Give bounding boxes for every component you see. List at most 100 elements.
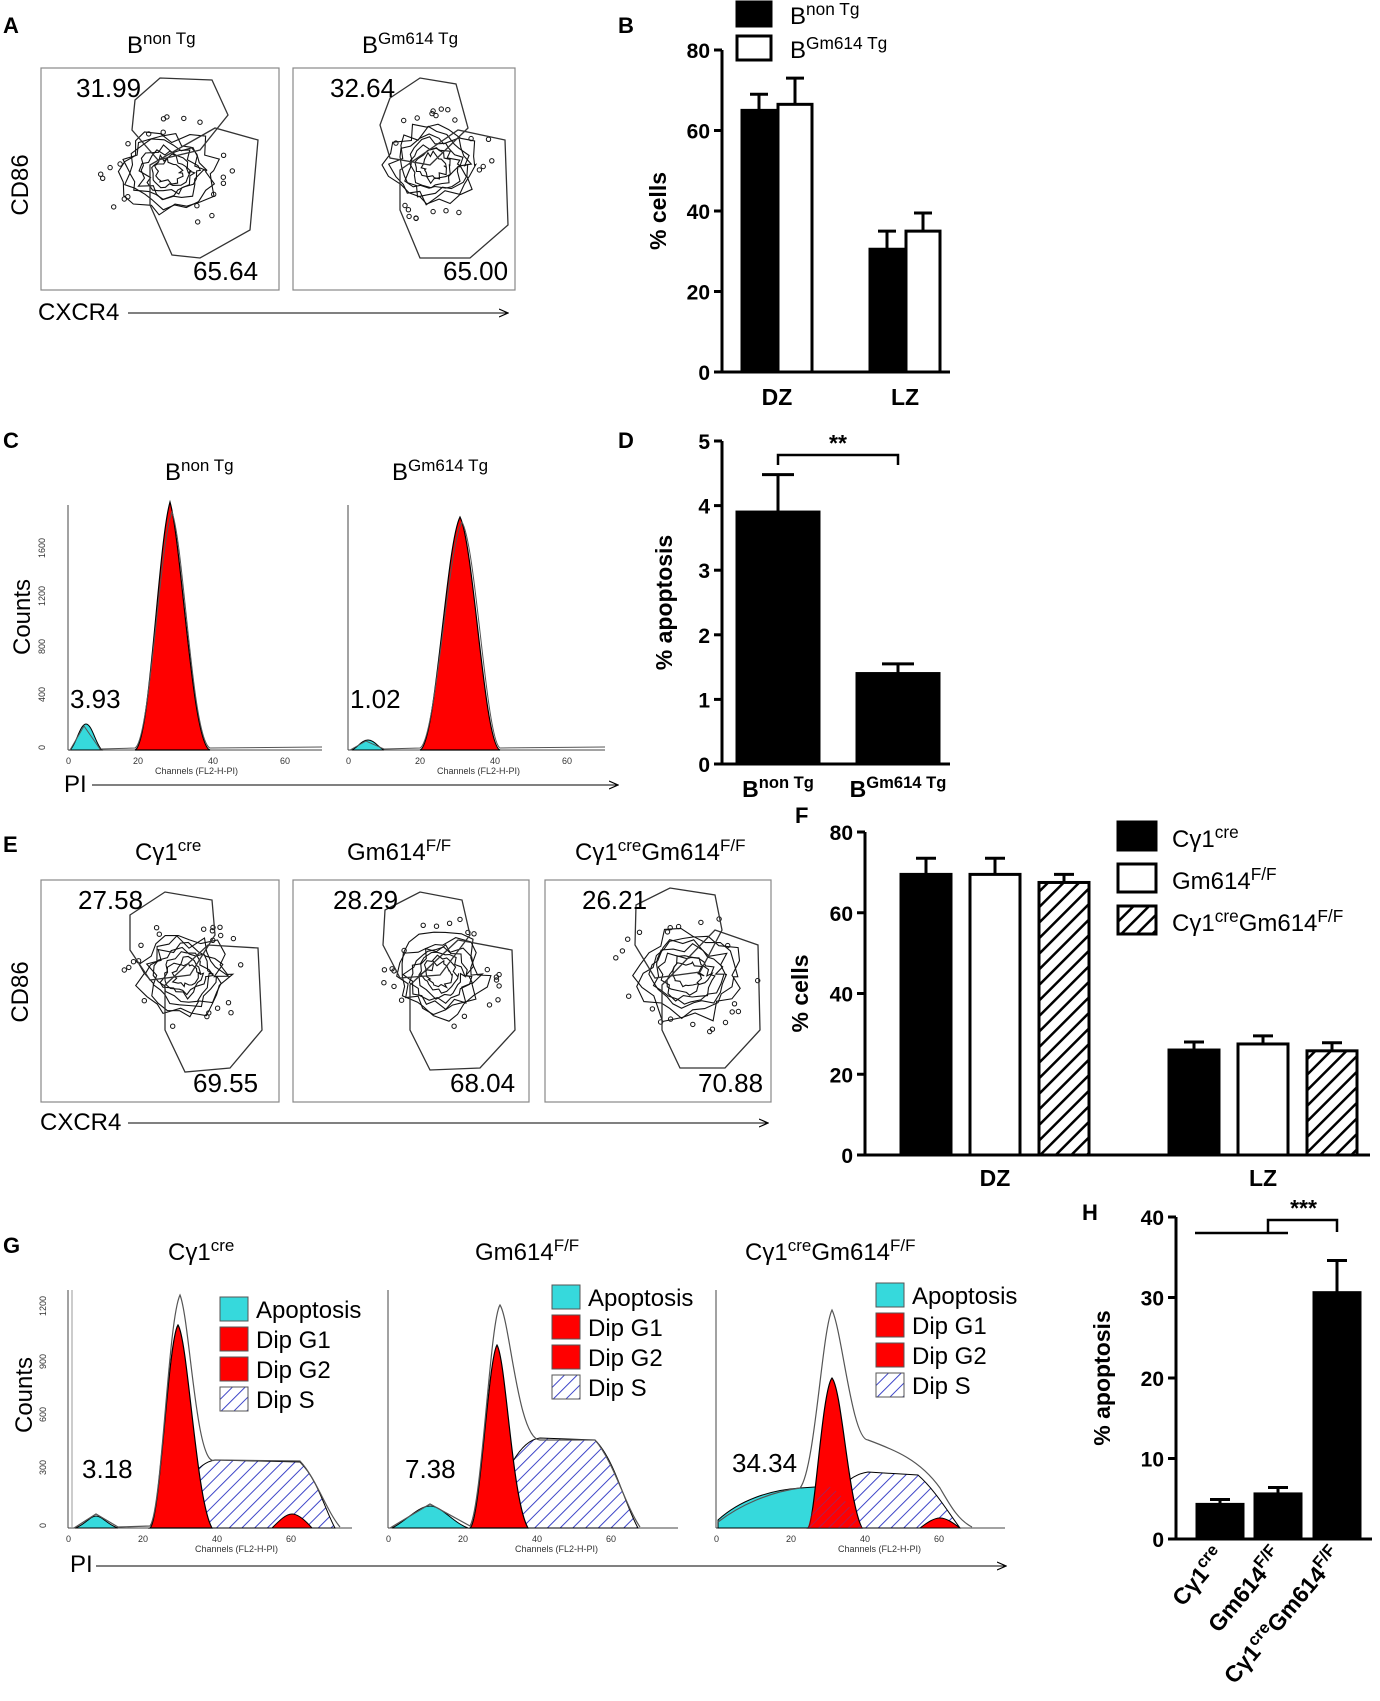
contour-line	[134, 934, 235, 1017]
y-axis-label: % apoptosis	[651, 535, 677, 670]
channels-label-c1: Channels (FL2-H-PI)	[155, 766, 238, 776]
raw-trace-g3	[717, 1308, 973, 1528]
gate-lz-a2	[379, 77, 469, 166]
panel-g: Cγ1cre Gm614F/F Cγ1creGm614F/F 0 20 40 6…	[11, 1236, 1017, 1578]
gate-lz-e3	[634, 887, 723, 979]
outlier-dot	[443, 208, 449, 214]
outlier-dot	[138, 942, 144, 948]
bar	[1253, 1492, 1303, 1541]
outlier-dot	[649, 1006, 656, 1012]
outlier-dot	[107, 164, 113, 171]
contour-e1	[121, 924, 244, 1029]
outlier-dot	[121, 967, 128, 973]
outlier-dot	[391, 983, 397, 990]
group-title-g2: Gm614F/F	[475, 1236, 579, 1266]
bar	[776, 102, 814, 374]
outlier-dot	[206, 1010, 212, 1016]
y-tick-label: 30	[1141, 1288, 1164, 1311]
g1-peak-c2	[419, 515, 501, 751]
raw-trace-g2	[389, 1303, 641, 1529]
bar	[740, 108, 778, 374]
contour-line	[129, 138, 207, 201]
x-label-g: PI	[70, 1551, 93, 1578]
g1-peak-c1	[134, 499, 211, 751]
y-tick-label: 40	[1141, 1207, 1164, 1230]
contour-line	[632, 927, 741, 1023]
outlier-dot	[153, 925, 160, 931]
y-tick-label: 80	[687, 40, 710, 63]
legend-swatch-dip-g2	[875, 1342, 905, 1368]
category-label: LZ	[891, 384, 919, 410]
outlier-dot	[657, 1019, 664, 1025]
contour-line	[404, 136, 464, 189]
contour-line	[138, 149, 196, 195]
y-tick-label: 0	[698, 754, 710, 777]
legend-swatch-dip-s	[875, 1372, 905, 1398]
outlier-dot	[209, 212, 215, 219]
outlier-dot	[451, 1023, 457, 1029]
outlier-dot	[486, 1002, 493, 1008]
value-lz-e3: 26.21	[582, 885, 647, 915]
channels-label-c2: Channels (FL2-H-PI)	[437, 766, 520, 776]
outlier-dot	[698, 919, 704, 926]
legend-g1: Apoptosis Dip G1 Dip G2 Dip S	[219, 1296, 361, 1414]
x-label-a: CXCR4	[38, 299, 119, 326]
legend-swatch-dip-g2	[219, 1356, 249, 1382]
y-tick-label: 40	[687, 201, 710, 224]
bar	[1167, 1048, 1221, 1157]
y-tick-c1-4: 1600	[37, 538, 47, 558]
legend-label-apoptosis: Apoptosis	[256, 1297, 361, 1324]
outlier-dot	[430, 108, 436, 114]
outlier-dot	[496, 983, 502, 989]
legend-swatch-apoptosis	[875, 1282, 905, 1308]
y-tick-label: 20	[1141, 1368, 1164, 1391]
y-tick-label: 5	[698, 431, 710, 454]
contour-line	[409, 144, 461, 189]
outlier-dot	[636, 929, 643, 935]
bar	[1037, 880, 1091, 1157]
group-title-e1: Cγ1cre	[135, 836, 201, 866]
y-axis-label: % cells	[645, 172, 671, 250]
y-tick-label: 0	[1152, 1529, 1164, 1552]
legend-swatch-dip-g2	[551, 1344, 581, 1370]
outlier-dot	[195, 219, 201, 225]
x-tick-c1-3: 60	[280, 756, 290, 766]
apoptosis-peak-g2	[391, 1505, 469, 1529]
x-tick-g1-0: 0	[66, 1534, 71, 1544]
legend-swatch	[735, 0, 773, 28]
contour-line	[153, 156, 184, 185]
panel-label-d: D	[618, 428, 634, 453]
value-lz-e2: 28.29	[333, 885, 398, 915]
y-tick-c1-0: 0	[37, 745, 47, 750]
panel-label-b: B	[618, 13, 634, 38]
panel-e: Cγ1cre Gm614F/F Cγ1creGm614F/F 27.58 69.…	[7, 836, 772, 1136]
group-title-c1: Bnon Tg	[165, 456, 234, 486]
contour-line	[408, 944, 473, 1005]
legend-label-dip-g2: Dip G2	[588, 1345, 663, 1372]
outlier-dot	[389, 966, 395, 972]
panel-a: Bnon Tg BGm614 Tg 31.99 65.64 32.64 65.0…	[7, 29, 516, 326]
contour-line	[418, 951, 467, 1000]
outlier-dot	[398, 997, 405, 1003]
bar	[1236, 1042, 1290, 1157]
group-title-g1: Cγ1cre	[168, 1236, 234, 1266]
apoptosis-value-c2: 1.02	[350, 684, 401, 714]
outlier-dot	[229, 168, 236, 174]
value-dz-e3: 70.88	[698, 1068, 763, 1098]
contour-line	[122, 132, 216, 211]
outlier-dot	[401, 117, 407, 124]
outlier-dot	[755, 977, 761, 984]
y-tick-c1-2: 800	[37, 639, 47, 654]
outlier-dot	[414, 115, 420, 121]
x-tick-c1-2: 40	[208, 756, 218, 766]
x-tick-g3-2: 40	[860, 1534, 870, 1544]
outlier-dot	[214, 1005, 221, 1011]
outlier-dot	[495, 997, 501, 1003]
histogram-g3: 0 20 40 60 Channels (FL2-H-PI) 34.34	[714, 1290, 1005, 1554]
legend-label-dip-s: Dip S	[588, 1375, 647, 1402]
significance-bracket	[1266, 1218, 1339, 1233]
contour-line	[666, 955, 714, 996]
outlier-dot	[160, 129, 166, 135]
raw-trace-c1	[69, 510, 323, 751]
